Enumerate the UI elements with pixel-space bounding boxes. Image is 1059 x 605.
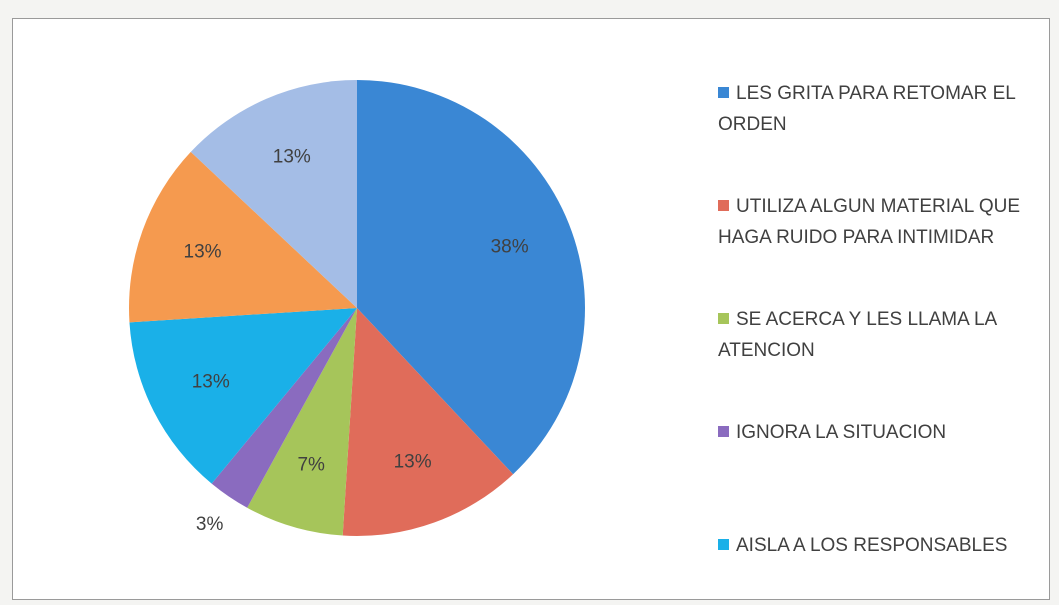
data-label: 13% (394, 451, 432, 472)
data-label: 3% (196, 514, 224, 535)
legend-entry: SE ACERCA Y LES LLAMA LA ATENCION (718, 304, 1036, 366)
data-label: 38% (491, 237, 529, 258)
legend-entry: IGNORA LA SITUACION (718, 417, 1036, 448)
legend-swatch (718, 200, 729, 211)
legend-label: IGNORA LA SITUACION (736, 422, 947, 443)
pie-slice (129, 308, 357, 484)
data-label: 13% (273, 146, 311, 167)
legend-label: UTILIZA ALGUN MATERIAL QUE HAGA RUIDO PA… (718, 196, 1021, 248)
legend-swatch (718, 426, 729, 437)
data-label: 13% (192, 372, 230, 393)
pie-slice (357, 80, 585, 475)
pie-slice (190, 80, 357, 308)
legend-swatch (718, 313, 729, 324)
legend-entry: AISLA A LOS RESPONSABLES (718, 530, 1036, 561)
pie-slice (211, 308, 357, 508)
pie-slice (129, 151, 357, 323)
legend-label: SE ACERCA Y LES LLAMA LA ATENCION (718, 309, 997, 361)
pie-slice (247, 308, 357, 536)
legend-swatch (718, 87, 729, 98)
legend-entry: LES GRITA PARA RETOMAR EL ORDEN (718, 78, 1036, 140)
legend-swatch (718, 539, 729, 550)
data-label: 7% (297, 455, 325, 476)
legend-label: LES GRITA PARA RETOMAR EL ORDEN (718, 83, 1016, 135)
legend-label: AISLA A LOS RESPONSABLES (736, 535, 1008, 556)
data-label: 13% (184, 241, 222, 262)
pie-slice (342, 308, 514, 536)
legend-entry: UTILIZA ALGUN MATERIAL QUE HAGA RUIDO PA… (718, 191, 1036, 253)
